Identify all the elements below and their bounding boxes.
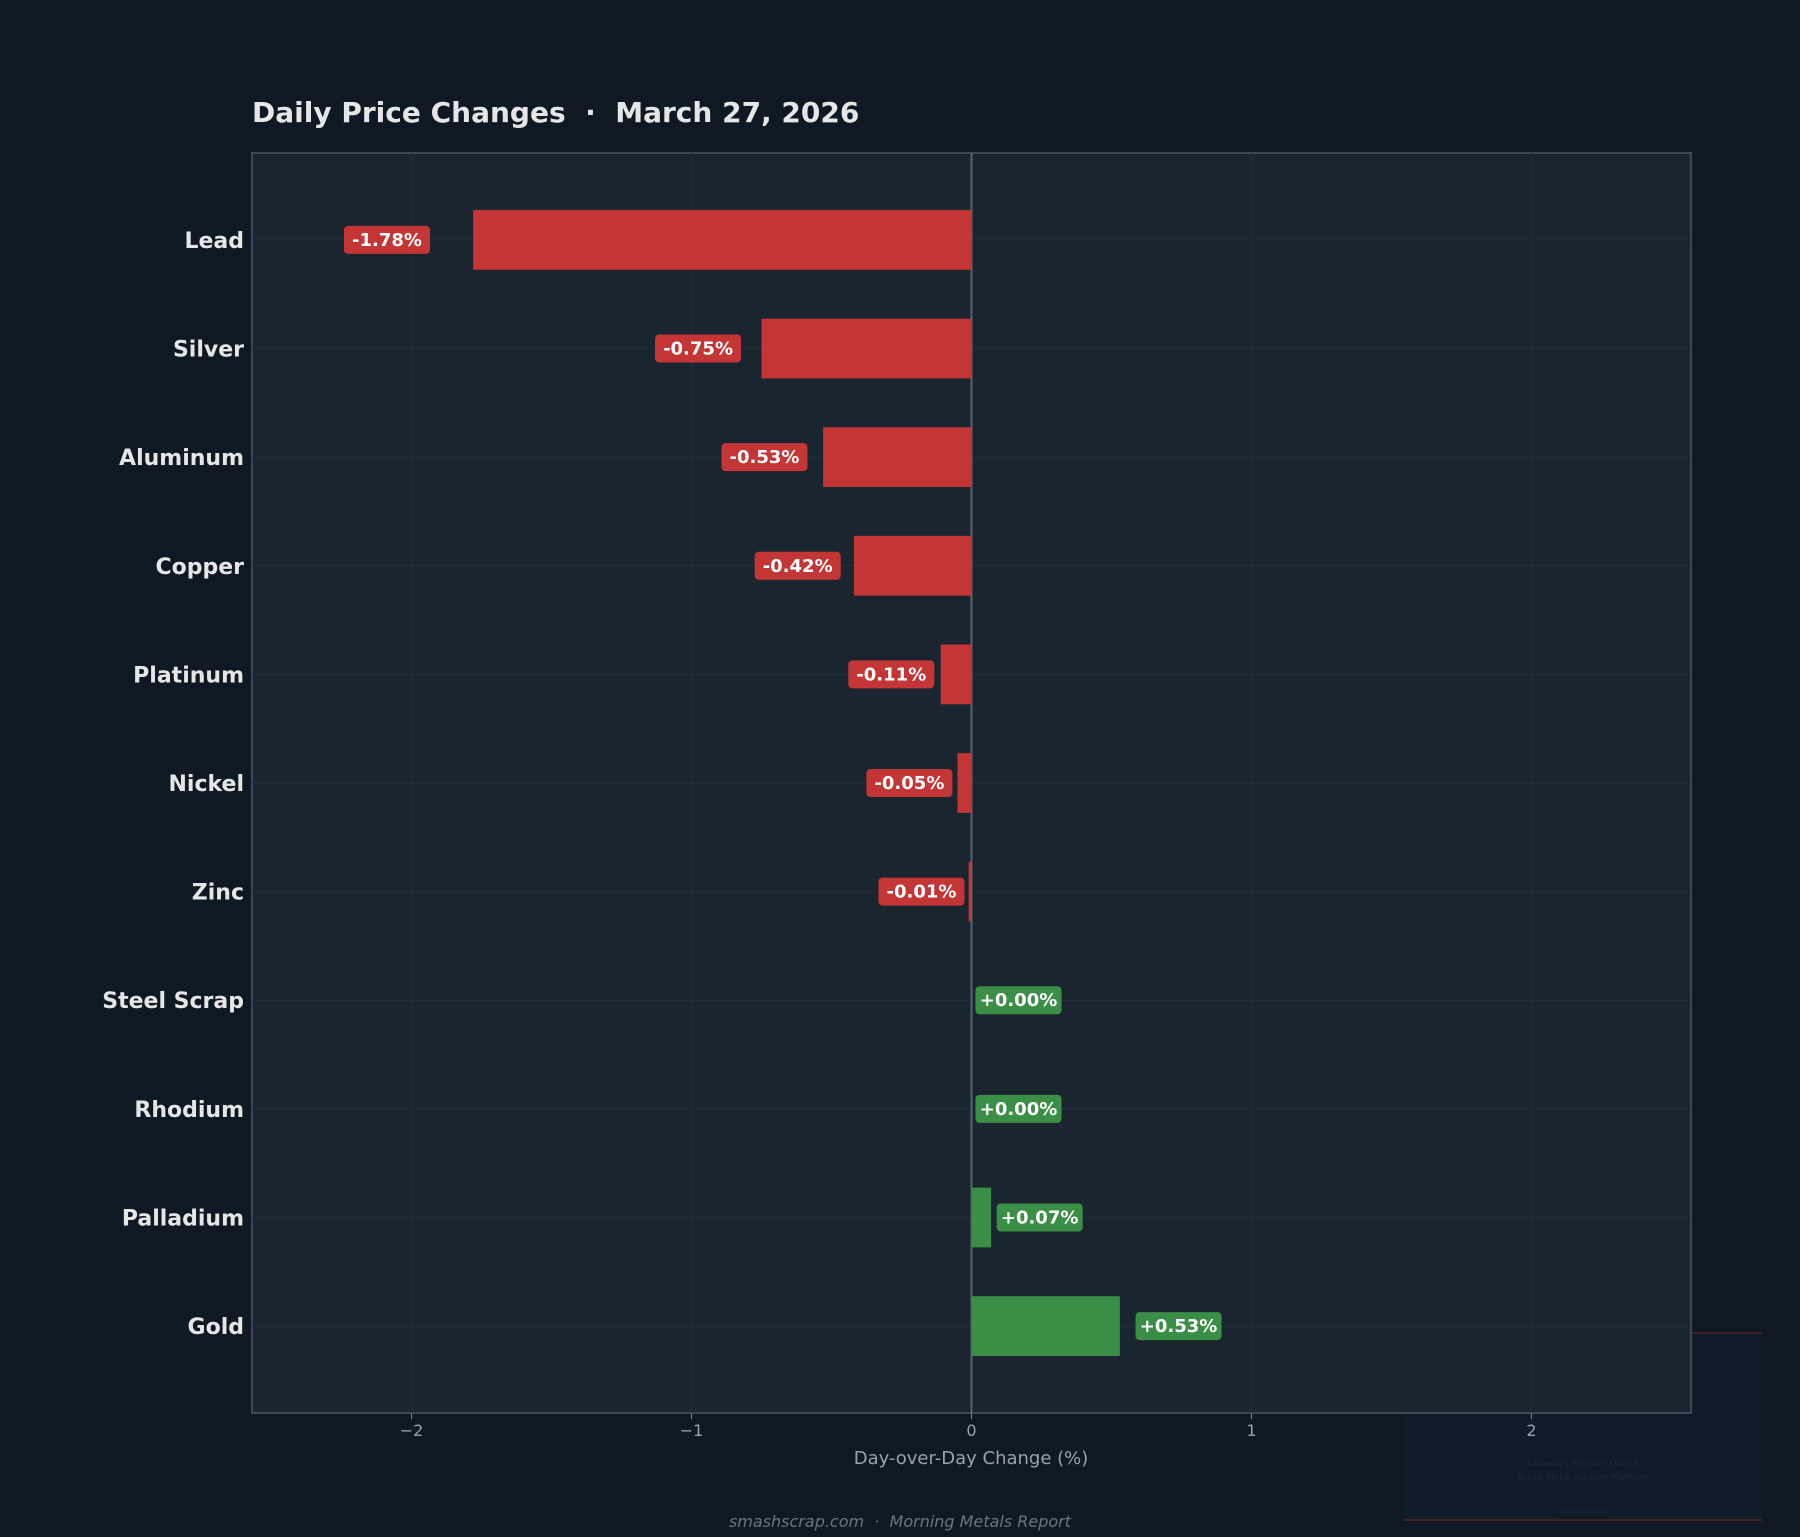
data-label-background — [975, 1094, 1062, 1123]
data-label-badge: -0.53% — [721, 443, 808, 472]
y-tick-label: Platinum — [133, 663, 244, 688]
chart-title: Daily Price Changes · March 27, 2026 — [252, 96, 859, 129]
data-label-background — [878, 877, 965, 906]
data-label-badge: +0.53% — [1135, 1312, 1222, 1341]
y-tick-label: Rhodium — [134, 1098, 244, 1123]
data-label-background — [848, 660, 935, 689]
y-tick-label: Aluminum — [119, 446, 244, 471]
data-label-background — [754, 551, 841, 580]
x-axis-ticks: −2 −1 0 1 2 — [400, 1413, 1537, 1440]
y-tick-label: Copper — [155, 555, 244, 580]
data-label-badge: -0.01% — [878, 877, 965, 906]
data-label: +0.53% — [1140, 1316, 1218, 1337]
data-label-badge: +0.07% — [996, 1203, 1083, 1232]
x-tick-label: −1 — [680, 1421, 704, 1440]
x-tick-label: −2 — [400, 1421, 424, 1440]
data-label-background — [996, 1203, 1083, 1232]
data-label-badge: -0.75% — [655, 334, 742, 363]
data-label-badge: -0.05% — [866, 769, 953, 797]
data-label-badge: +0.00% — [975, 1094, 1062, 1123]
bar-palladium — [971, 1187, 992, 1248]
bar-lead — [473, 210, 972, 270]
data-label-background — [866, 769, 953, 797]
y-tick-label: Nickel — [169, 772, 245, 797]
data-label-background — [655, 334, 742, 363]
y-tick-label: Steel Scrap — [102, 989, 244, 1014]
data-label: +0.00% — [980, 1099, 1058, 1120]
data-label-background — [344, 225, 431, 254]
data-label: +0.07% — [1001, 1207, 1079, 1228]
y-tick-label: Gold — [188, 1315, 244, 1340]
data-label: -1.78% — [352, 230, 422, 251]
watermark-site: smashscrap.com — [1558, 1508, 1609, 1515]
bar-aluminum — [823, 427, 972, 488]
x-axis-label: Day-over-Day Change (%) — [854, 1448, 1089, 1469]
data-label: -0.75% — [663, 339, 733, 360]
data-label-badge: -0.11% — [848, 660, 935, 689]
bar-zinc — [968, 861, 972, 922]
x-tick-label: 2 — [1526, 1421, 1536, 1440]
data-label-badge: +0.00% — [975, 986, 1062, 1015]
footer: smashscrap.com · Morning Metals Report — [729, 1512, 1072, 1531]
data-label: -0.05% — [874, 773, 944, 794]
bars — [473, 210, 1120, 1356]
bar-silver — [761, 318, 972, 379]
bar-copper — [853, 535, 972, 596]
x-tick-label: 1 — [1246, 1421, 1256, 1440]
y-tick-label: Zinc — [192, 881, 244, 906]
watermark-line-2: Scrap Metal Auction Platform — [1517, 1473, 1648, 1483]
y-tick-label: Palladium — [122, 1206, 244, 1231]
watermark-line-1: Canada's Premier Online — [1528, 1459, 1639, 1469]
x-tick-label: 0 — [966, 1421, 976, 1440]
bar-gold — [971, 1296, 1120, 1356]
y-tick-label: Lead — [184, 229, 244, 254]
bar-platinum — [940, 644, 972, 705]
bar-nickel — [957, 753, 972, 813]
data-labels: -1.78% -0.75% -0.53% -0.42% -0.11% -0.05% -0.0… — [344, 225, 1222, 1341]
data-label-badge: -0.42% — [754, 551, 841, 580]
data-label-background — [721, 443, 808, 472]
data-label: +0.00% — [980, 990, 1058, 1011]
data-label: -0.53% — [729, 447, 799, 468]
data-label: -0.42% — [763, 556, 833, 577]
y-tick-label: Silver — [173, 338, 244, 363]
data-label: -0.01% — [887, 882, 957, 903]
data-label-background — [975, 986, 1062, 1015]
data-label-background — [1135, 1312, 1222, 1341]
data-label: -0.11% — [856, 664, 926, 685]
data-label-badge: -1.78% — [344, 225, 431, 254]
y-axis-labels: Lead Silver Aluminum Copper Platinum Nickel Zi… — [102, 229, 244, 1340]
